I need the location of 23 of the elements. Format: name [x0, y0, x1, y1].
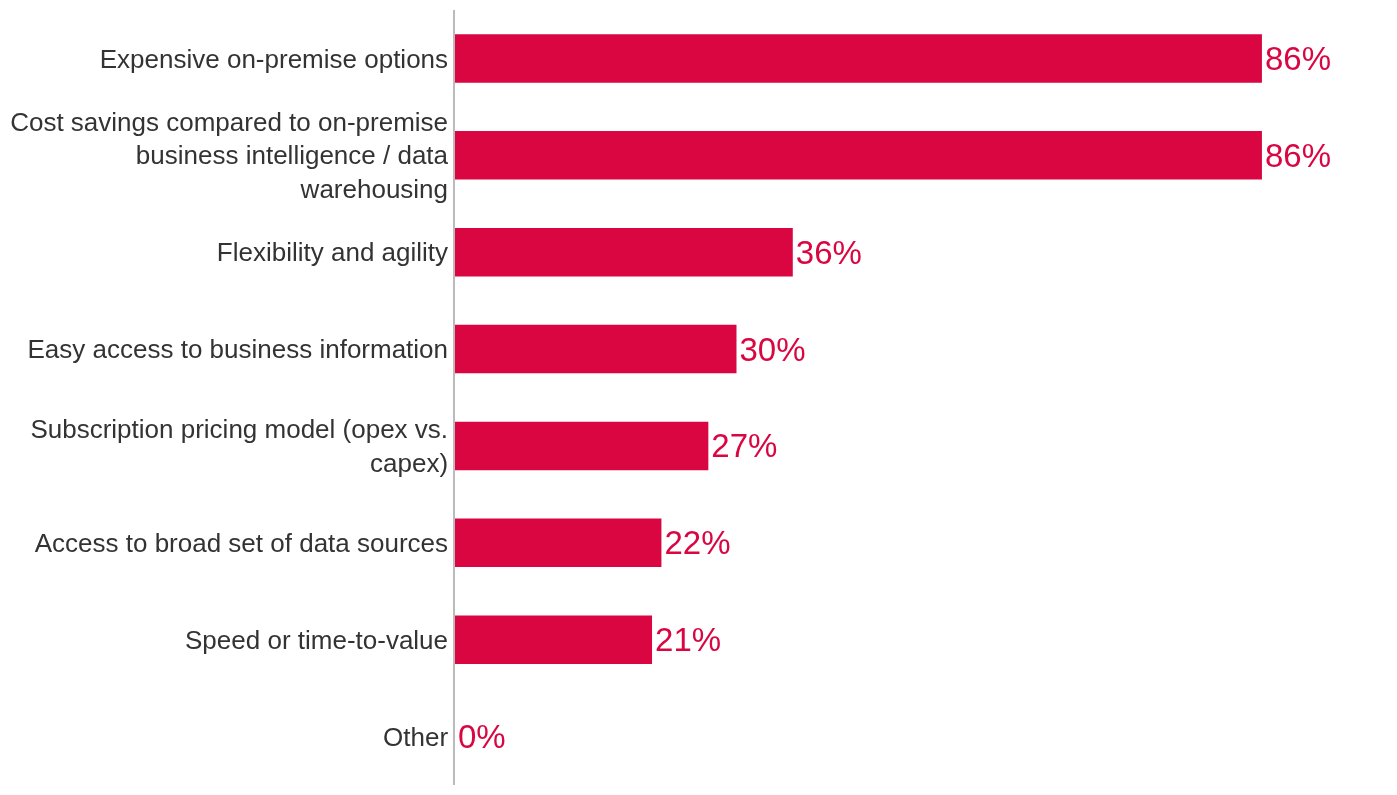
bar	[455, 421, 709, 471]
y-tick-label: Subscription pricing model (opex vs. capex)	[30, 414, 449, 478]
bar	[455, 518, 662, 568]
data-label: 27%	[711, 427, 778, 465]
bar	[455, 131, 1262, 180]
y-tick-label: Easy access to business information	[27, 334, 449, 365]
y-tick-label: Cost savings compared to on-premise business intelligence / data warehousing	[10, 106, 449, 205]
bar	[455, 34, 1262, 83]
data-label: 86%	[1264, 39, 1331, 77]
data-label: 21%	[655, 621, 722, 659]
bar	[455, 324, 737, 374]
bar	[455, 227, 793, 277]
bar	[455, 615, 653, 664]
y-tick-label: Speed or time-to-value	[185, 624, 449, 655]
data-label: 86%	[1264, 136, 1331, 174]
data-label: 36%	[795, 233, 862, 271]
y-tick-label: Access to broad set of data sources	[34, 527, 449, 558]
data-label: 0%	[458, 718, 506, 756]
data-label: 30%	[739, 330, 806, 368]
data-label: 22%	[664, 524, 731, 562]
y-tick-label: Expensive on-premise options	[99, 43, 449, 74]
y-tick-label: Flexibility and agility	[216, 237, 449, 268]
y-tick-label: Other	[383, 721, 449, 752]
